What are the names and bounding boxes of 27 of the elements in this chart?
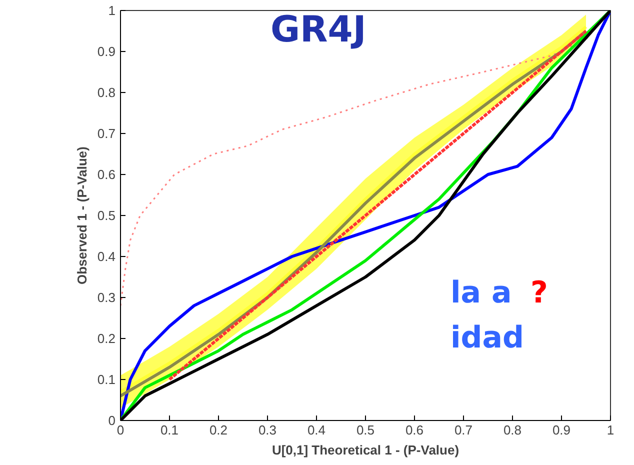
chart-title: GR4J bbox=[270, 10, 366, 50]
x-tick-label: 1 bbox=[606, 422, 614, 438]
y-tick-label: 0.9 bbox=[97, 44, 116, 59]
y-tick-label: 0 bbox=[108, 413, 116, 428]
annotation: ? bbox=[530, 276, 548, 310]
y-tick-label: 0.4 bbox=[97, 249, 116, 264]
x-tick-label: 0.9 bbox=[552, 422, 571, 438]
x-tick-label: 0.5 bbox=[356, 422, 375, 438]
y-tick-label: 0.1 bbox=[97, 372, 116, 387]
x-tick-label: 0.7 bbox=[454, 422, 473, 438]
x-tick-label: 0.1 bbox=[160, 422, 179, 438]
y-tick-label: 0.5 bbox=[97, 208, 116, 223]
y-tick-label: 0.3 bbox=[97, 290, 116, 305]
y-tick-label: 1 bbox=[108, 3, 116, 18]
annotation: idad bbox=[450, 320, 524, 356]
annotation: la a bbox=[450, 276, 512, 310]
y-tick-label: 0.2 bbox=[97, 331, 116, 346]
x-tick-label: 0.4 bbox=[307, 422, 326, 438]
y-tick-label: 0.8 bbox=[97, 85, 116, 100]
x-tick-label: 0.3 bbox=[258, 422, 277, 438]
y-axis-title: Observed 1 - (P-Value) bbox=[74, 146, 90, 284]
x-tick-label: 0.8 bbox=[503, 422, 522, 438]
x-tick-label: 0.2 bbox=[209, 422, 228, 438]
x-tick-label: 0.6 bbox=[405, 422, 424, 438]
y-tick-label: 0.7 bbox=[97, 126, 116, 141]
x-axis-title: U[0,1] Theoretical 1 - (P-Value) bbox=[272, 442, 460, 458]
y-tick-label: 0.6 bbox=[97, 167, 116, 182]
